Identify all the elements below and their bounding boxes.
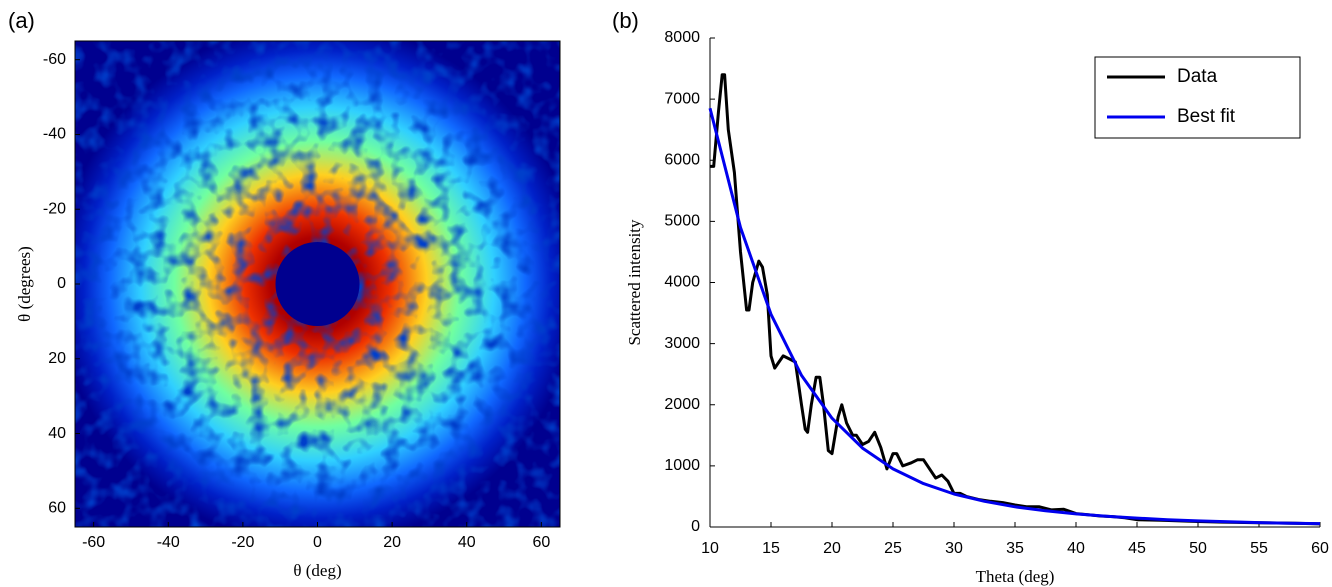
y-tick-label: 4000	[664, 274, 700, 291]
y-tick-label: 40	[48, 425, 66, 442]
x-tick-label: 55	[1250, 540, 1268, 557]
x-tick-label: 60	[1311, 540, 1329, 557]
y-tick-label: 0	[57, 275, 66, 292]
y-axis-label: Scattered intensity	[625, 219, 644, 346]
y-tick-label: -60	[43, 51, 66, 68]
x-axis-label: Theta (deg)	[976, 567, 1055, 586]
x-tick-label: 0	[313, 534, 322, 551]
x-tick-label: 60	[532, 534, 550, 551]
y-tick-label: 0	[691, 518, 700, 535]
panel-a: -60 -40 -20 0 20 40 60 -60 -40 -20 0 20 40 60 θ (deg) θ…	[8, 8, 561, 580]
y-tick-label: 2000	[664, 396, 700, 413]
panel-label: (a)	[8, 8, 35, 33]
y-tick-label: 20	[48, 350, 66, 367]
x-tick-label: 40	[1067, 540, 1085, 557]
x-tick-label: -20	[231, 534, 254, 551]
x-tick-label: 40	[458, 534, 476, 551]
y-tick-label: 7000	[664, 90, 700, 107]
panel-label: (b)	[612, 8, 639, 33]
y-tick-label: -20	[43, 200, 66, 217]
x-axis-label: θ (deg)	[293, 561, 341, 580]
x-tick-label: 25	[884, 540, 902, 557]
x-tick-label: -60	[82, 534, 105, 551]
panel-b: 10 15 20 25 30 35 40 45 50 55 60 0 1000 2000 3000 4000 5…	[612, 8, 1329, 586]
y-tick-label: -40	[43, 126, 66, 143]
x-tick-label: 20	[823, 540, 841, 557]
beam-stop	[275, 242, 360, 326]
x-tick-label: 50	[1189, 540, 1207, 557]
x-tick-label: 10	[701, 540, 719, 557]
x-tick-label: 15	[762, 540, 780, 557]
y-tick-label: 6000	[664, 151, 700, 168]
x-tick-label: 35	[1006, 540, 1024, 557]
legend-label: Data	[1177, 66, 1218, 87]
y-tick-label: 1000	[664, 457, 700, 474]
y-tick-label: 8000	[664, 29, 700, 46]
y-tick-label: 5000	[664, 213, 700, 230]
data-line	[708, 107, 1321, 526]
x-tick-label: 45	[1128, 540, 1146, 557]
y-tick-label: 3000	[664, 335, 700, 352]
y-axis-label: θ (degrees)	[15, 246, 34, 322]
x-tick-label: -40	[157, 534, 180, 551]
data-line	[710, 73, 1321, 526]
y-tick-label: 60	[48, 500, 66, 517]
legend-box	[1094, 56, 1301, 139]
legend-label: Best fit	[1177, 106, 1236, 127]
x-tick-label: 20	[383, 534, 401, 551]
x-tick-label: 30	[945, 540, 963, 557]
